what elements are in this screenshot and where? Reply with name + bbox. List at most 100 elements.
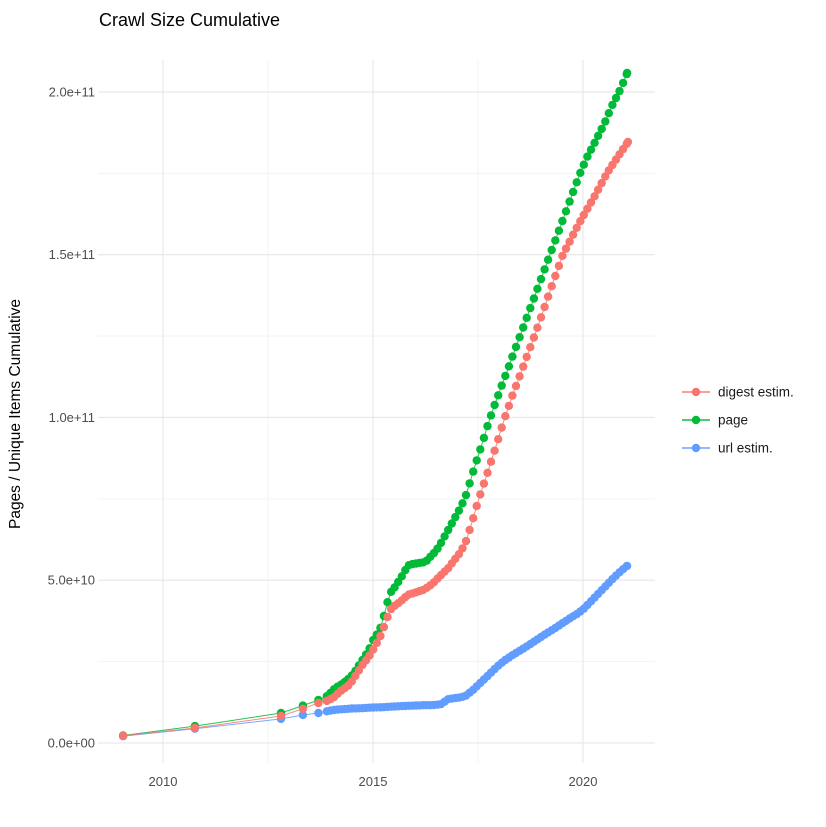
data-point [479,479,489,488]
data-point [604,109,613,118]
data-point [508,391,517,400]
data-point [490,446,499,455]
data-point [554,261,564,271]
data-point [558,216,567,226]
data-point [298,704,308,713]
y-tick-label: 1.0e+11 [49,410,95,425]
data-point [572,223,581,232]
legend-point-sample [691,443,701,453]
data-point [486,411,496,420]
data-point [551,271,560,281]
x-tick-label: 2010 [149,774,178,789]
data-point [622,561,632,571]
data-point [597,178,606,188]
data-point [547,282,556,291]
chart-title: Crawl Size Cumulative [99,10,280,30]
data-point [511,342,521,352]
data-point [533,323,542,332]
data-point [536,274,546,284]
data-point [590,138,599,147]
legend-entry-url-estim: url estim. [682,441,773,456]
data-point [372,638,381,648]
data-point [472,456,481,465]
data-point [593,185,603,194]
data-point [543,255,553,264]
data-point [615,86,624,96]
data-point [383,598,392,607]
y-tick-label: 1.5e+11 [49,247,95,262]
data-point [526,303,535,313]
x-tick-label: 2015 [359,774,388,789]
data-point [583,152,592,161]
gridlines-major [98,60,655,763]
legend-point-sample [691,415,701,425]
data-point [190,723,200,733]
data-point [611,93,621,103]
data-point [458,499,467,508]
data-point [383,612,392,622]
data-point [579,160,588,169]
data-point [601,117,610,126]
y-tick-label: 0.0e+00 [48,736,95,751]
series-url-estim [118,561,632,741]
data-point [397,572,406,581]
data-point [576,168,585,177]
data-point [508,352,517,361]
data-point [476,490,485,499]
data-point [583,204,592,213]
y-axis-tick-labels: 2.0e+11 1.5e+11 1.0e+11 5.0e+10 0.0e+00 [48,84,95,750]
data-point [565,237,574,246]
data-point [590,192,599,201]
data-point [461,536,471,546]
data-point [504,401,514,411]
data-point [533,284,542,293]
y-tick-label: 2.0e+11 [49,84,95,99]
data-point [572,178,581,187]
data-point [558,251,567,261]
data-point [369,645,378,654]
data-point [444,525,453,535]
data-point [479,433,489,443]
data-point [586,145,596,154]
data-point [515,333,524,342]
data-point [565,197,574,206]
data-point [440,532,449,541]
legend: digest estim. page url estim. [682,385,794,456]
legend-entry-digest-estim: digest estim. [682,385,794,400]
data-point [454,506,464,515]
data-point [497,381,506,390]
series-digest-estim [118,137,633,740]
data-point [551,236,560,245]
data-point [568,187,578,197]
data-point [561,244,571,253]
legend-label: url estim. [718,441,773,456]
data-point [529,333,539,342]
data-point [540,265,549,274]
legend-label: digest estim. [718,385,794,400]
data-point [579,210,588,220]
data-point [314,698,323,708]
data-point [529,294,539,303]
data-point [519,323,528,332]
x-tick-label: 2020 [569,774,598,789]
data-point [540,302,549,312]
data-point [465,525,474,535]
data-point [536,313,546,322]
x-axis-tick-labels: 2010 2015 2020 [149,774,598,789]
data-point [379,622,389,632]
data-point [276,711,286,721]
data-point [561,207,571,216]
legend-entry-page: page [682,413,748,428]
data-point [522,313,531,322]
data-point [593,131,603,140]
data-point [458,544,467,553]
data-point [451,512,460,522]
data-point [608,100,617,110]
data-point [472,501,481,511]
data-point [376,631,385,641]
data-point [497,423,506,432]
data-point [519,362,528,371]
data-point [501,412,510,421]
